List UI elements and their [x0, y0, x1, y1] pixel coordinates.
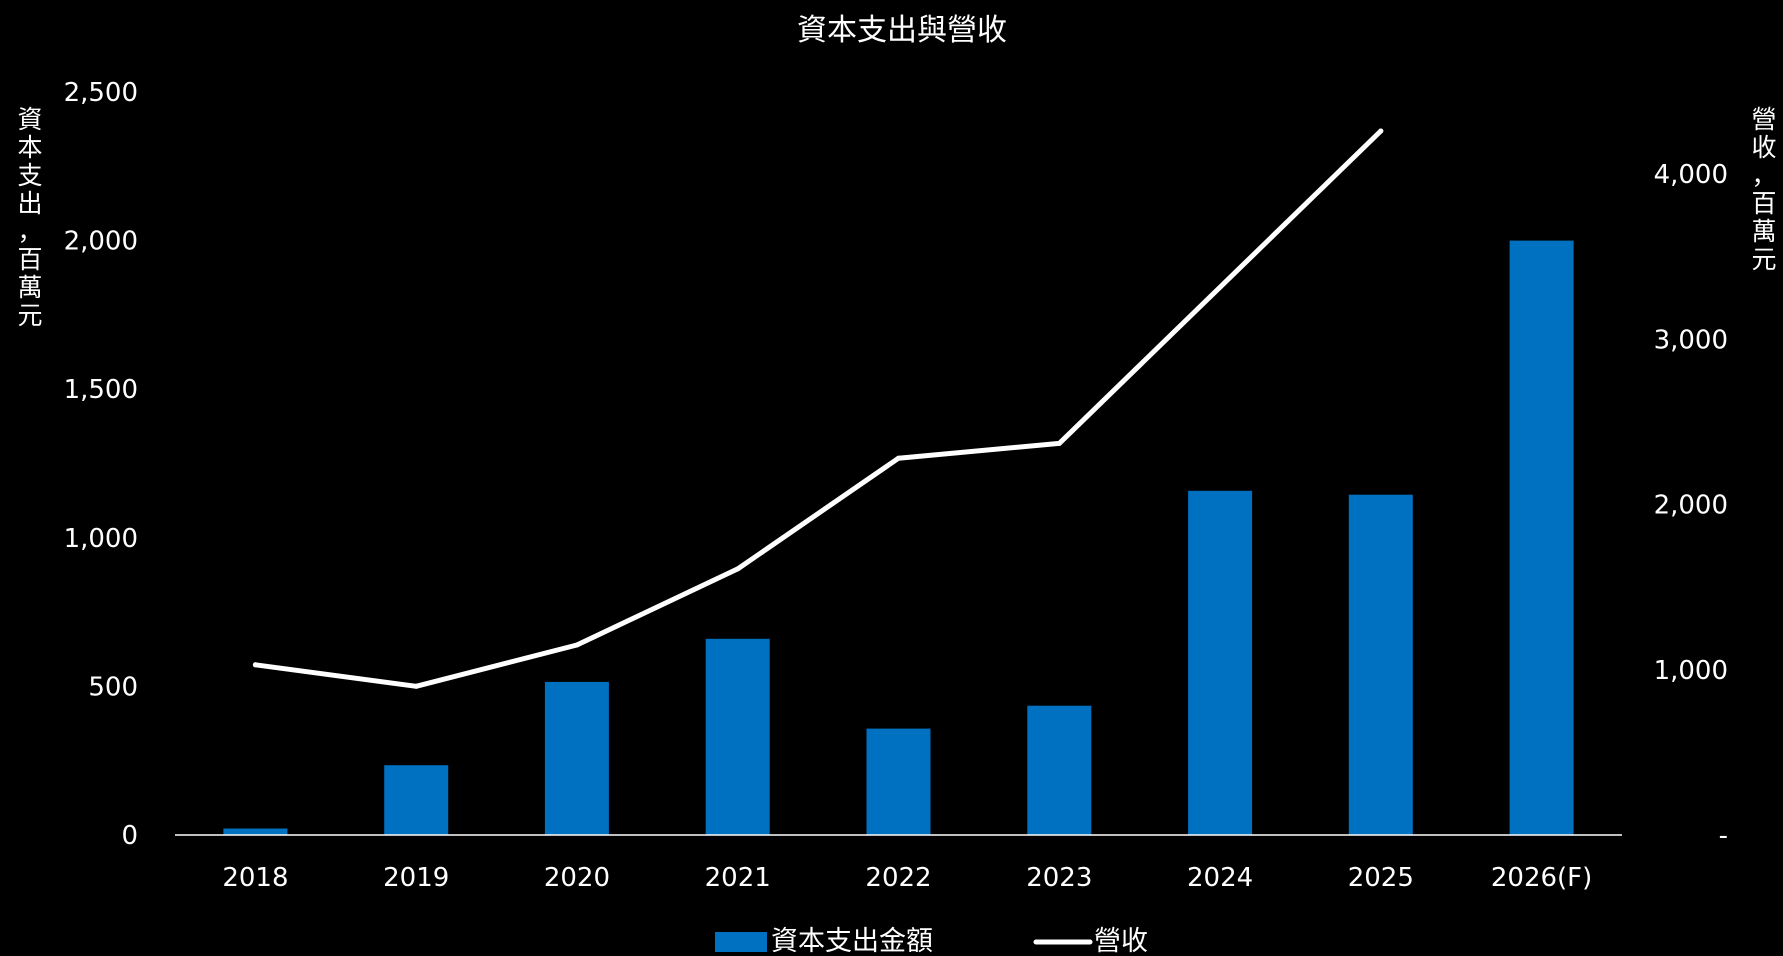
- left-tick-label: 0: [121, 821, 138, 851]
- left-tick-label: 2,500: [64, 78, 138, 108]
- bar-2022: [866, 728, 931, 835]
- chart-title: 資本支出與營收: [797, 13, 1007, 48]
- right-tick-label: 4,000: [1654, 160, 1728, 190]
- bar-series: [223, 240, 1574, 836]
- x-tick-label: 2025: [1348, 863, 1414, 893]
- left-tick-label: 2,000: [64, 227, 138, 257]
- right-axis-label: 營收，百萬元: [1751, 105, 1776, 274]
- revenue-point-2023: [1056, 440, 1062, 446]
- left-tick-label: 1,000: [64, 524, 138, 554]
- bar-2024: [1188, 490, 1253, 835]
- left-axis-ticks: 0 500 1,000 1,500 2,000 2,500: [64, 78, 138, 851]
- revenue-point-2021: [735, 566, 741, 572]
- legend-bar-swatch: [715, 932, 767, 952]
- x-tick-label: 2024: [1187, 863, 1253, 893]
- bar-2026(F): [1509, 240, 1574, 836]
- left-tick-label: 1,500: [64, 375, 138, 405]
- x-tick-label: 2023: [1026, 863, 1092, 893]
- x-tick-label: 2019: [383, 863, 449, 893]
- x-tick-label: 2021: [705, 863, 771, 893]
- right-tick-label: -: [1719, 821, 1728, 851]
- legend: 資本支出金額 營收: [715, 926, 1148, 956]
- revenue-point-2025: [1378, 128, 1384, 134]
- line-series: [252, 128, 1384, 689]
- right-tick-label: 3,000: [1654, 325, 1728, 355]
- bar-2019: [384, 765, 449, 835]
- bar-2021: [705, 638, 770, 835]
- right-axis-label-text: 營收，百萬元: [1751, 105, 1776, 274]
- right-tick-label: 1,000: [1654, 656, 1728, 686]
- right-axis-ticks: - 1,000 2,000 3,000 4,000: [1654, 160, 1728, 851]
- x-tick-label: 2018: [222, 863, 288, 893]
- bar-2025: [1348, 494, 1413, 835]
- x-tick-label: 2026(F): [1491, 863, 1592, 893]
- revenue-point-2022: [896, 455, 901, 461]
- revenue-point-2019: [413, 683, 419, 689]
- revenue-point-2018: [252, 662, 258, 668]
- left-axis-label-text: 資本支出，百萬元: [17, 105, 42, 330]
- left-tick-label: 500: [88, 672, 138, 702]
- x-axis-ticks: 2018 2019 2020 2021 2022 2023 2024 2025 2026(F): [222, 863, 1592, 893]
- right-tick-label: 2,000: [1654, 491, 1728, 521]
- x-tick-label: 2020: [544, 863, 610, 893]
- legend-line-label: 營收: [1094, 926, 1148, 956]
- legend-bar-label: 資本支出金額: [771, 926, 933, 956]
- left-axis-label: 資本支出，百萬元: [17, 105, 42, 330]
- bar-2020: [544, 681, 609, 835]
- revenue-point-2020: [574, 642, 580, 648]
- bar-2018: [223, 828, 288, 835]
- bar-2023: [1027, 705, 1092, 835]
- x-tick-label: 2022: [865, 863, 931, 893]
